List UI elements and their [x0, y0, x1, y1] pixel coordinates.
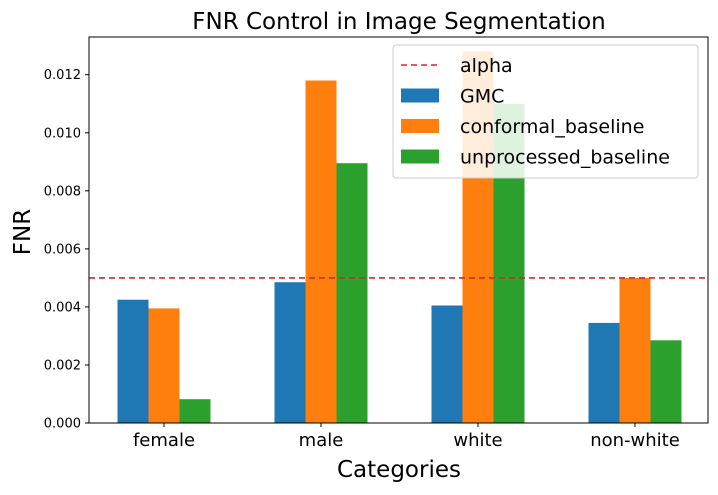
- bar-unprocessed_baseline-female: [179, 399, 211, 423]
- x-tick-label-male: male: [299, 430, 344, 451]
- legend: alpha GMC conformal_baseline unprocessed_ba…: [392, 44, 699, 179]
- bar-GMC-male: [274, 282, 306, 423]
- legend-box: [392, 44, 699, 179]
- y-tick-label: 0.004: [44, 300, 81, 315]
- y-tick-label: 0.006: [44, 242, 81, 257]
- legend-label-unprocessed_baseline: unprocessed_baseline: [460, 147, 670, 169]
- y-tick-label: 0.012: [44, 68, 81, 83]
- bar-unprocessed_baseline-male: [336, 163, 368, 423]
- y-tick-label: 0.010: [44, 126, 81, 141]
- legend-label-alpha: alpha: [460, 55, 513, 77]
- bar-conformal_baseline-female: [148, 308, 180, 423]
- y-tick-label: 0.000: [44, 417, 81, 432]
- y-axis-label: FNR: [10, 209, 36, 255]
- bar-unprocessed_baseline-non-white: [650, 340, 682, 423]
- x-axis-label: Categories: [337, 457, 461, 483]
- legend-label-GMC: GMC: [460, 86, 504, 108]
- chart-title: FNR Control in Image Segmentation: [192, 9, 605, 35]
- legend-swatch-conformal_baseline: [401, 119, 439, 133]
- bar-conformal_baseline-non-white: [619, 277, 651, 423]
- x-tick-label-female: female: [133, 430, 195, 451]
- x-axis: female male white non-white: [133, 423, 680, 451]
- y-tick-label: 0.008: [44, 184, 81, 199]
- y-tick-label: 0.002: [44, 359, 81, 374]
- legend-swatch-unprocessed_baseline: [401, 149, 439, 164]
- x-tick-label-non-white: non-white: [590, 430, 680, 451]
- legend-label-conformal_baseline: conformal_baseline: [460, 116, 644, 138]
- x-tick-label-white: white: [453, 430, 502, 451]
- bar-conformal_baseline-male: [305, 80, 337, 423]
- y-axis: 0.000 0.002 0.004 0.006 0.008 0.010 0.012: [44, 68, 89, 432]
- bar-GMC-female: [117, 299, 149, 423]
- bar-GMC-non-white: [588, 322, 620, 423]
- plot-area-frame: [88, 36, 709, 424]
- legend-swatch-GMC: [401, 88, 439, 103]
- bar-GMC-white: [431, 305, 463, 423]
